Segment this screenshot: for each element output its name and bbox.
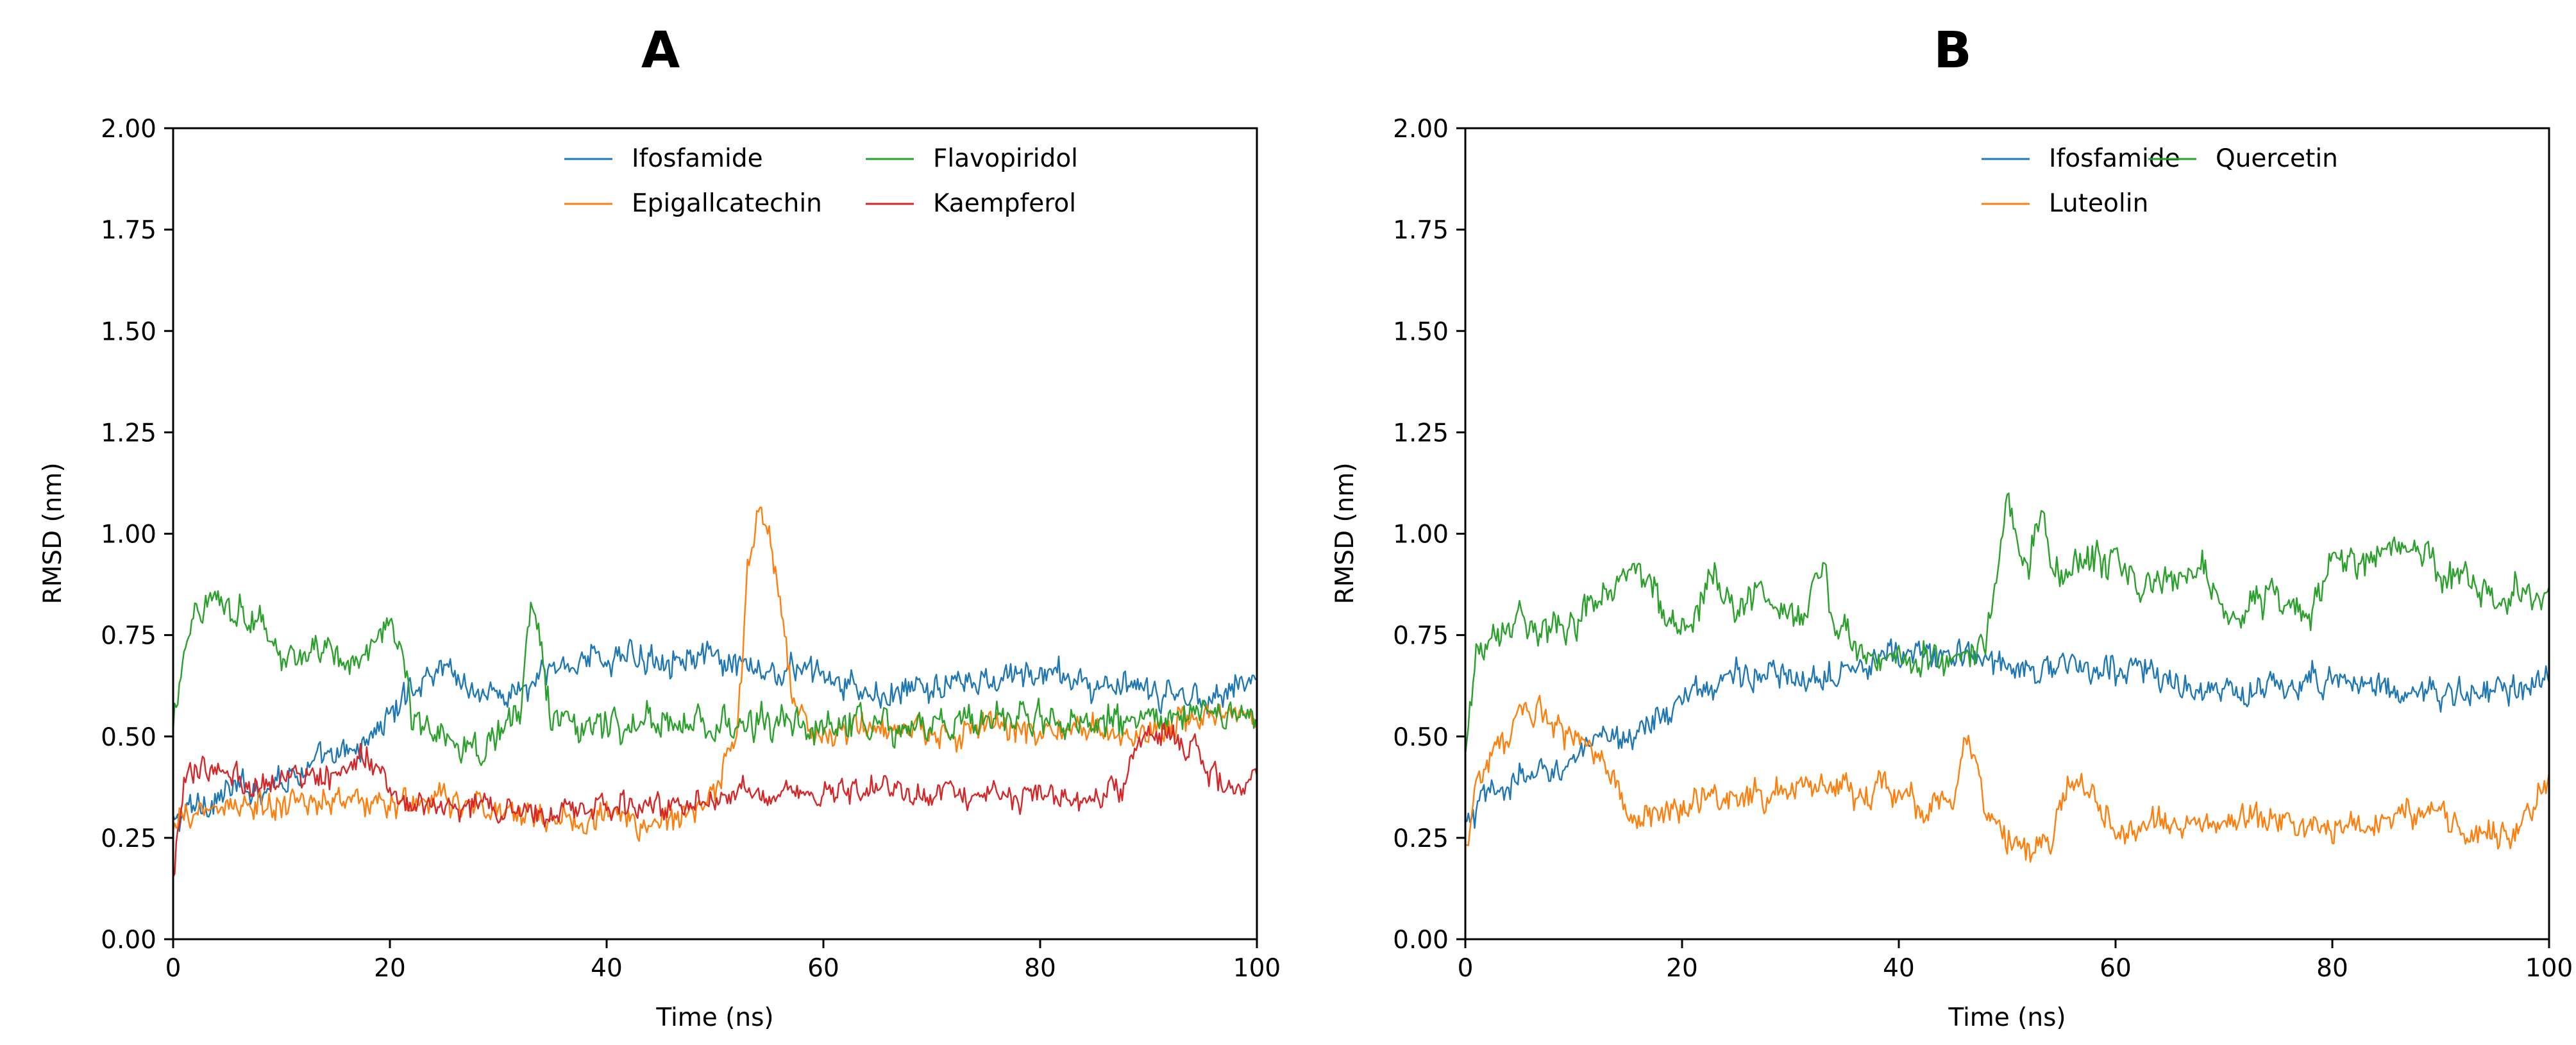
series-layer <box>1464 492 2550 863</box>
x-axis-label: Time (ns) <box>1948 1003 2066 1032</box>
axis-ticks: 0 20 40 60 80 100 0.00 0.25 0.50 0.75 1.00 1.25 1.50… <box>1393 115 2573 983</box>
panel-title: A <box>641 22 680 79</box>
legend: Ifosfamide Epigallcatechin Flavopiridol Kae… <box>564 144 1078 218</box>
y-tick-label: 1.75 <box>101 216 156 245</box>
y-tick-label: 0.25 <box>1393 824 1449 853</box>
y-tick-label: 1.50 <box>101 317 156 346</box>
y-tick-label: 0.75 <box>101 622 156 651</box>
x-tick-label: 60 <box>807 954 839 983</box>
y-tick-label: 1.00 <box>101 521 156 549</box>
y-tick-label: 0.50 <box>1393 723 1449 752</box>
legend-label-flavopiridol: Flavopiridol <box>933 144 1078 173</box>
y-tick-label: 0.50 <box>101 723 156 752</box>
y-tick-label: 1.00 <box>1393 521 1449 549</box>
legend-label-luteolin: Luteolin <box>2049 189 2148 218</box>
x-tick-label: 80 <box>1024 954 1056 983</box>
panel-title: B <box>1933 22 1971 79</box>
x-tick-label: 0 <box>165 954 181 983</box>
y-tick-label: 0.25 <box>101 824 156 853</box>
legend-label-ifosfamide: Ifosfamide <box>632 144 763 173</box>
chart-panel-a: A 0 20 40 60 80 100 0.00 0.25 0.50 0.75 1.00 1.25 1.… <box>38 22 1281 1032</box>
x-tick-label: 80 <box>2316 954 2348 983</box>
x-tick-label: 40 <box>1883 954 1915 983</box>
x-axis-label: Time (ns) <box>655 1003 773 1032</box>
y-axis-label: RMSD (nm) <box>1331 462 1360 604</box>
chart-panel-b: B 0 20 40 60 80 100 0.00 0.25 0.50 0.75 1.00 1.25 1.… <box>1331 22 2573 1032</box>
y-tick-label: 0.75 <box>1393 622 1449 651</box>
x-tick-label: 20 <box>374 954 406 983</box>
x-tick-label: 0 <box>1458 954 1474 983</box>
y-tick-label: 2.00 <box>1393 115 1449 144</box>
series-layer <box>172 506 1258 878</box>
legend-label-quercetin: Quercetin <box>2216 144 2338 173</box>
y-tick-label: 1.25 <box>1393 419 1449 447</box>
y-tick-label: 0.00 <box>101 926 156 955</box>
series-line-kaempferol <box>172 722 1258 878</box>
y-tick-label: 1.75 <box>1393 216 1449 245</box>
series-line-luteolin <box>1465 694 2550 863</box>
plot-frame <box>172 127 1258 940</box>
series-line-flavopiridol <box>172 590 1258 766</box>
y-tick-label: 2.00 <box>101 115 156 144</box>
y-tick-label: 1.25 <box>101 419 156 447</box>
legend-label-kaempferol: Kaempferol <box>933 189 1076 218</box>
x-tick-label: 100 <box>2525 954 2573 983</box>
x-tick-label: 40 <box>591 954 623 983</box>
y-tick-label: 1.50 <box>1393 317 1449 346</box>
series-line-quercetin <box>1464 492 2550 755</box>
series-line-ifosfamide <box>172 639 1258 832</box>
x-tick-label: 20 <box>1666 954 1698 983</box>
x-tick-label: 100 <box>1233 954 1281 983</box>
series-line-ifosfamide <box>1465 638 2550 829</box>
y-tick-label: 0.00 <box>1393 926 1449 955</box>
axis-ticks: 0 20 40 60 80 100 0.00 0.25 0.50 0.75 1.00 1.25 1.50… <box>101 115 1281 983</box>
x-tick-label: 60 <box>2100 954 2132 983</box>
y-axis-label: RMSD (nm) <box>38 462 67 604</box>
legend-label-epigallcatechin: Epigallcatechin <box>632 189 822 218</box>
series-line-epigallcatechin <box>172 506 1258 842</box>
